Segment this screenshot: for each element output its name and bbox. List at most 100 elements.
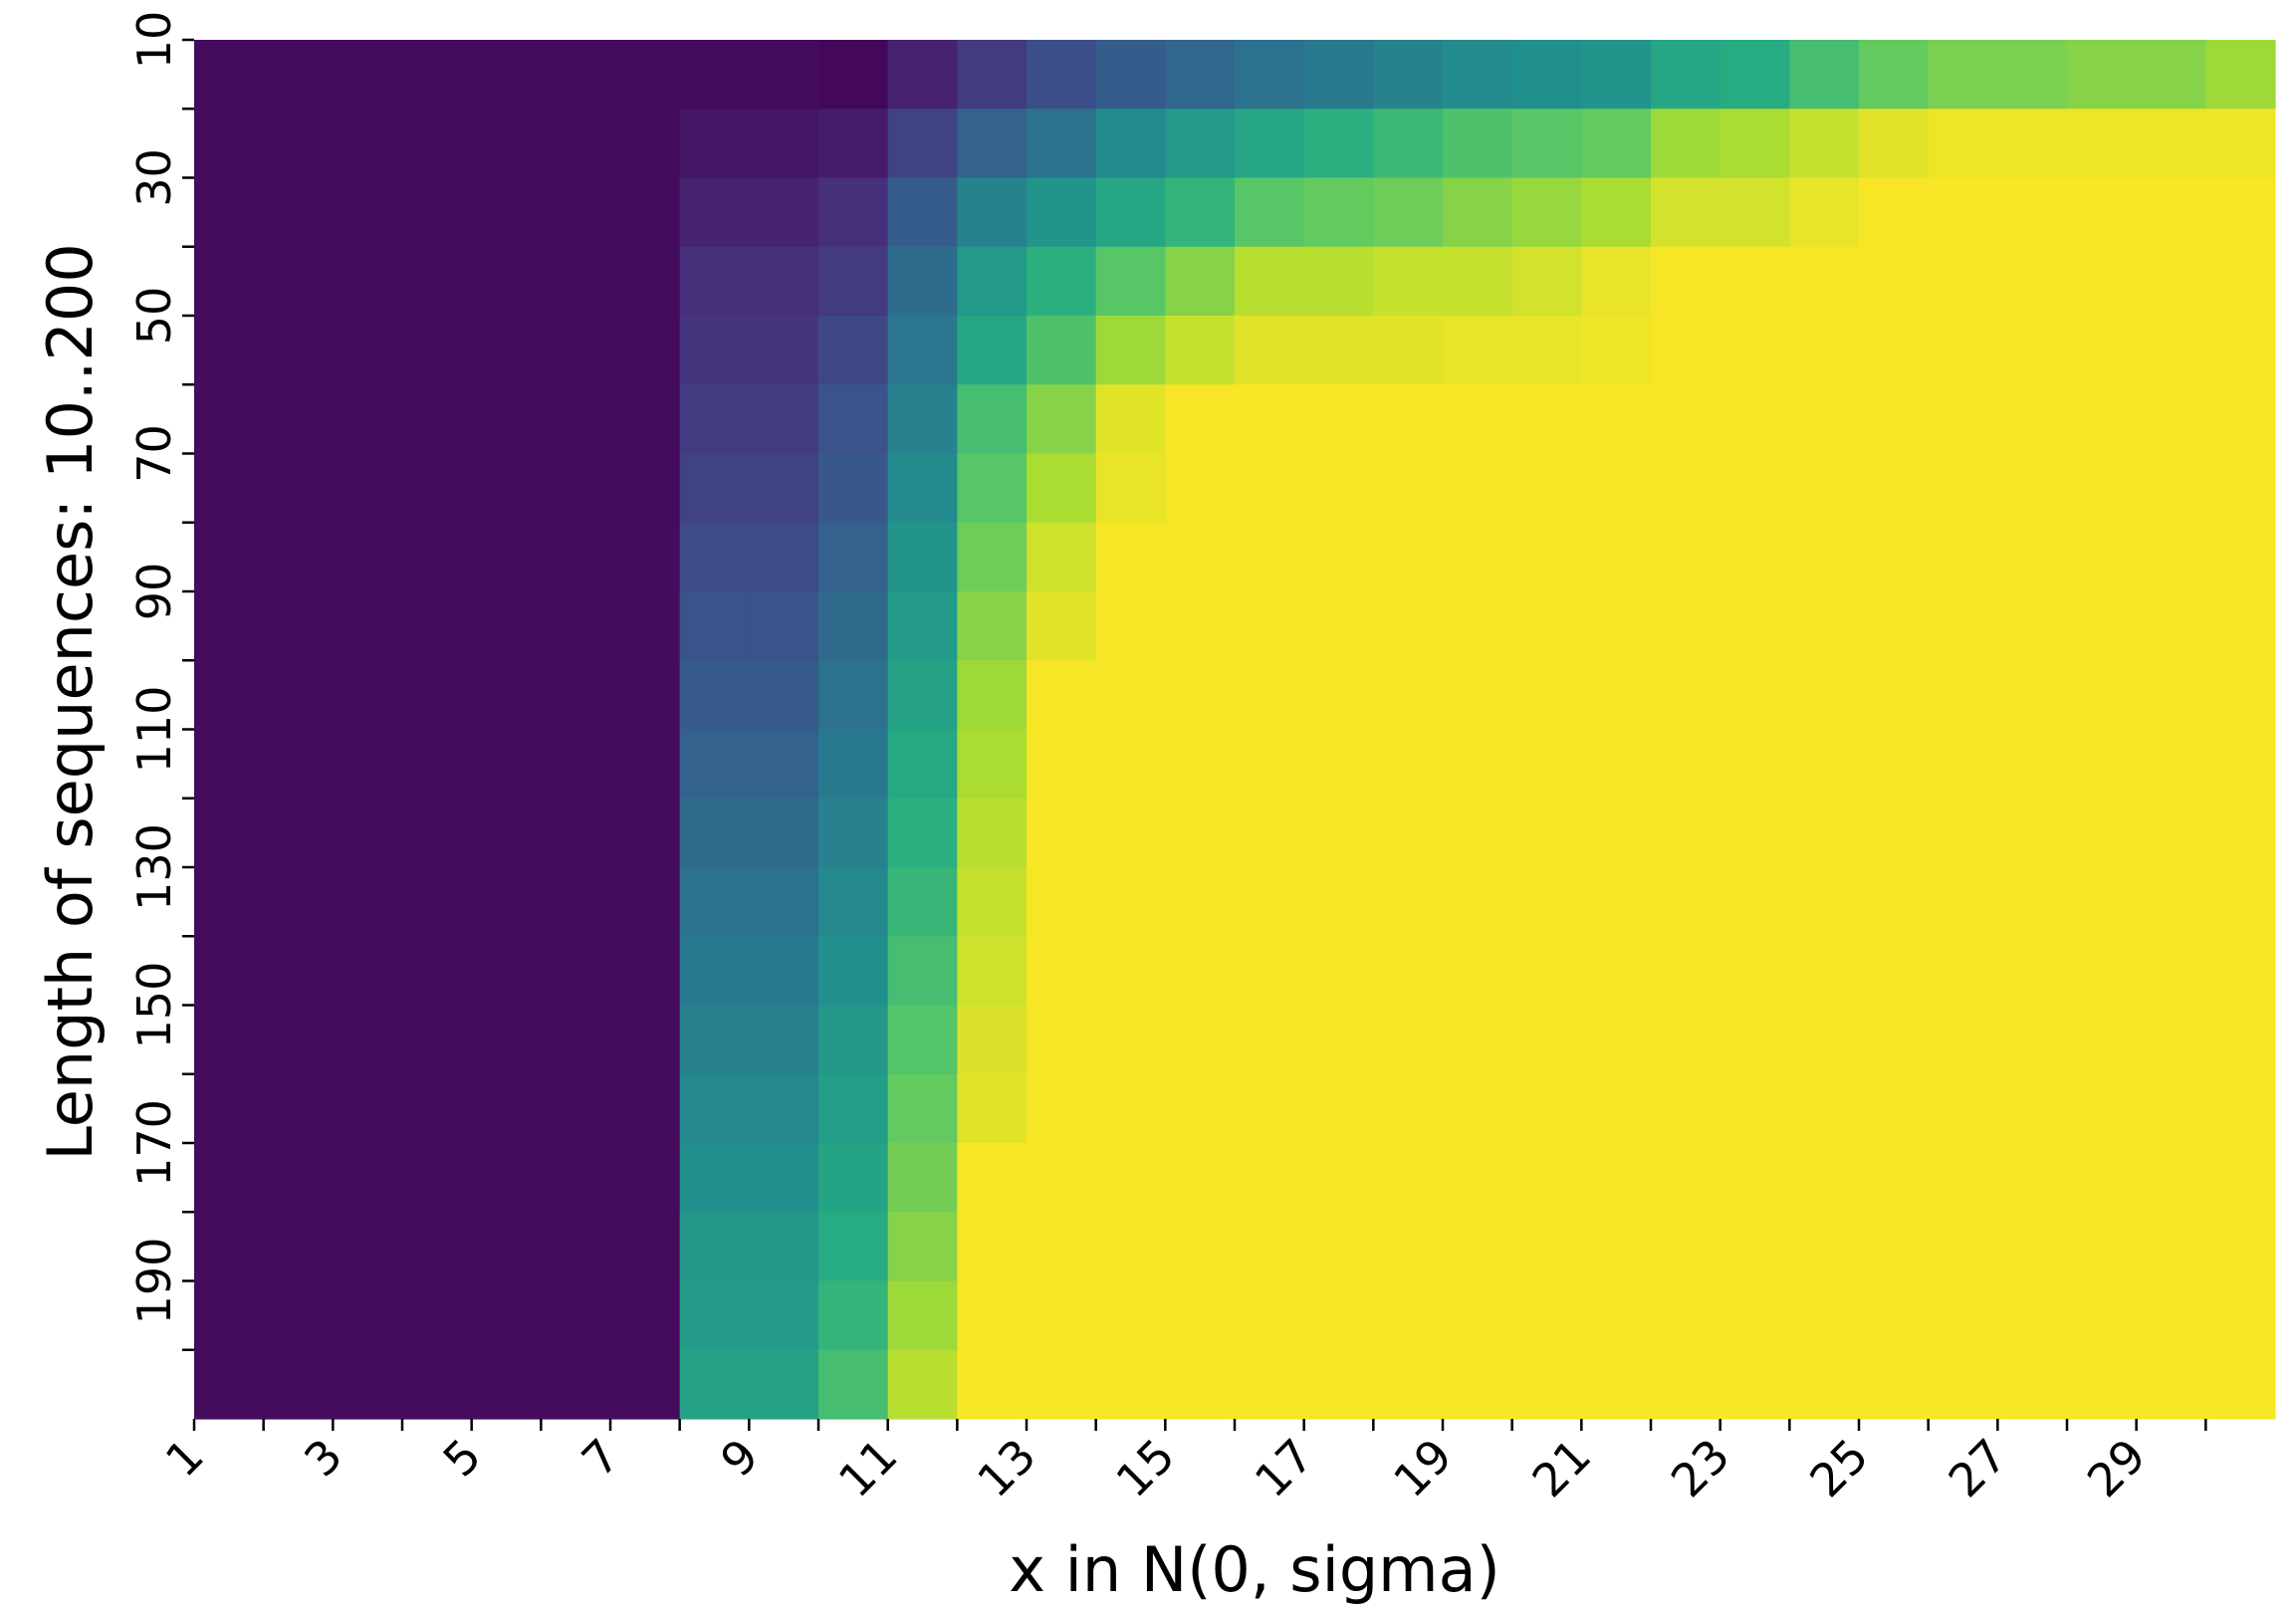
heatmap-cell [749,40,819,110]
heatmap-cell [1027,591,1097,661]
heatmap-cell [818,1073,889,1144]
heatmap-cell [1373,1349,1444,1420]
heatmap-cell [1511,1143,1582,1213]
heatmap-cell [1095,384,1166,455]
heatmap-cell [1235,316,1305,385]
heatmap-cell [333,109,403,179]
heatmap-cell [749,246,819,317]
heatmap-cell [1651,660,1722,731]
heatmap-cell [1789,40,1860,110]
heatmap-cell [1165,936,1236,1007]
heatmap-cell [818,1349,889,1420]
heatmap-cell [1789,453,1860,524]
heatmap-cell [2205,246,2276,317]
heatmap-cell [818,729,889,800]
heatmap-cell [541,1280,611,1351]
heatmap-cell [1373,453,1444,524]
heatmap-cell [1235,453,1305,524]
heatmap-cell [2067,798,2138,868]
x-tick-label: 11 [828,1429,908,1508]
heatmap-cell [1720,1280,1790,1351]
heatmap-cell [1789,660,1860,731]
heatmap-cell [1373,867,1444,937]
heatmap-cell [1928,1349,1998,1420]
heatmap-cell [263,246,334,317]
heatmap-cell [1443,1280,1513,1351]
heatmap-cell [1720,384,1790,455]
heatmap-cell [749,1143,819,1213]
y-tick-label: 30 [127,148,181,207]
heatmap-cell [1095,1349,1166,1420]
heatmap-cell [1443,1212,1513,1282]
heatmap-cell [1443,246,1513,317]
heatmap-cell [333,384,403,455]
heatmap-cell [957,729,1028,800]
heatmap-cell [1511,316,1582,385]
y-tick-label: 110 [127,686,181,774]
heatmap-cell [679,729,750,800]
heatmap-cell [1165,40,1236,110]
heatmap-cell [1027,109,1097,179]
heatmap-cell [1581,867,1652,937]
heatmap-cell [1027,453,1097,524]
heatmap-cell [887,1005,958,1075]
heatmap-cell [1027,867,1097,937]
heatmap-cell [263,1005,334,1075]
x-tick-label: 23 [1661,1429,1740,1508]
heatmap-cell [1095,936,1166,1007]
x-tick-label: 1 [155,1429,214,1488]
heatmap-cell [1859,453,1930,524]
heatmap-cell [2067,1349,2138,1420]
heatmap-cell [1859,40,1930,110]
heatmap-cell [402,384,473,455]
heatmap-cell [1511,384,1582,455]
heatmap-cell [541,729,611,800]
heatmap-cell [610,40,681,110]
heatmap-cell [957,936,1028,1007]
heatmap-cell [749,798,819,868]
heatmap-cell [957,177,1028,248]
heatmap-cell [1235,1005,1305,1075]
heatmap-cell [1581,936,1652,1007]
heatmap-cell [749,936,819,1007]
heatmap-cell [1651,1349,1722,1420]
heatmap-cell [1235,729,1305,800]
heatmap-cell [263,936,334,1007]
heatmap-cell [2136,1349,2206,1420]
heatmap-cell [1165,1005,1236,1075]
heatmap-cell [679,177,750,248]
heatmap-cell [333,660,403,731]
heatmap-cell [2136,591,2206,661]
heatmap-cell [263,798,334,868]
heatmap-cell [887,591,958,661]
heatmap-cell [2067,453,2138,524]
heatmap-cell [1027,1280,1097,1351]
heatmap-cell [1165,177,1236,248]
heatmap-cell [402,591,473,661]
heatmap-cell [471,798,542,868]
heatmap-cell [749,1280,819,1351]
heatmap-cell [1581,1280,1652,1351]
heatmap-cell [1373,936,1444,1007]
heatmap-cell [333,246,403,317]
heatmap-cell [1651,384,1722,455]
heatmap-cell [2205,1212,2276,1282]
heatmap-cell [1165,246,1236,317]
heatmap-cell [679,660,750,731]
heatmap-cell [333,40,403,110]
heatmap-cell [1027,936,1097,1007]
heatmap-cell [1165,1073,1236,1144]
heatmap-cell [2067,384,2138,455]
heatmap-cell [1373,109,1444,179]
heatmap-cell [1235,1280,1305,1351]
heatmap-cell [1859,384,1930,455]
heatmap-cell [263,660,334,731]
heatmap-cell [1373,316,1444,385]
heatmap-cell [263,109,334,179]
heatmap-cell [679,867,750,937]
heatmap-cell [2205,1143,2276,1213]
x-axis-title: x in N(0, sigma) [1009,1533,1500,1606]
heatmap-cell [887,1349,958,1420]
heatmap-cell [1581,316,1652,385]
heatmap-cell [541,109,611,179]
